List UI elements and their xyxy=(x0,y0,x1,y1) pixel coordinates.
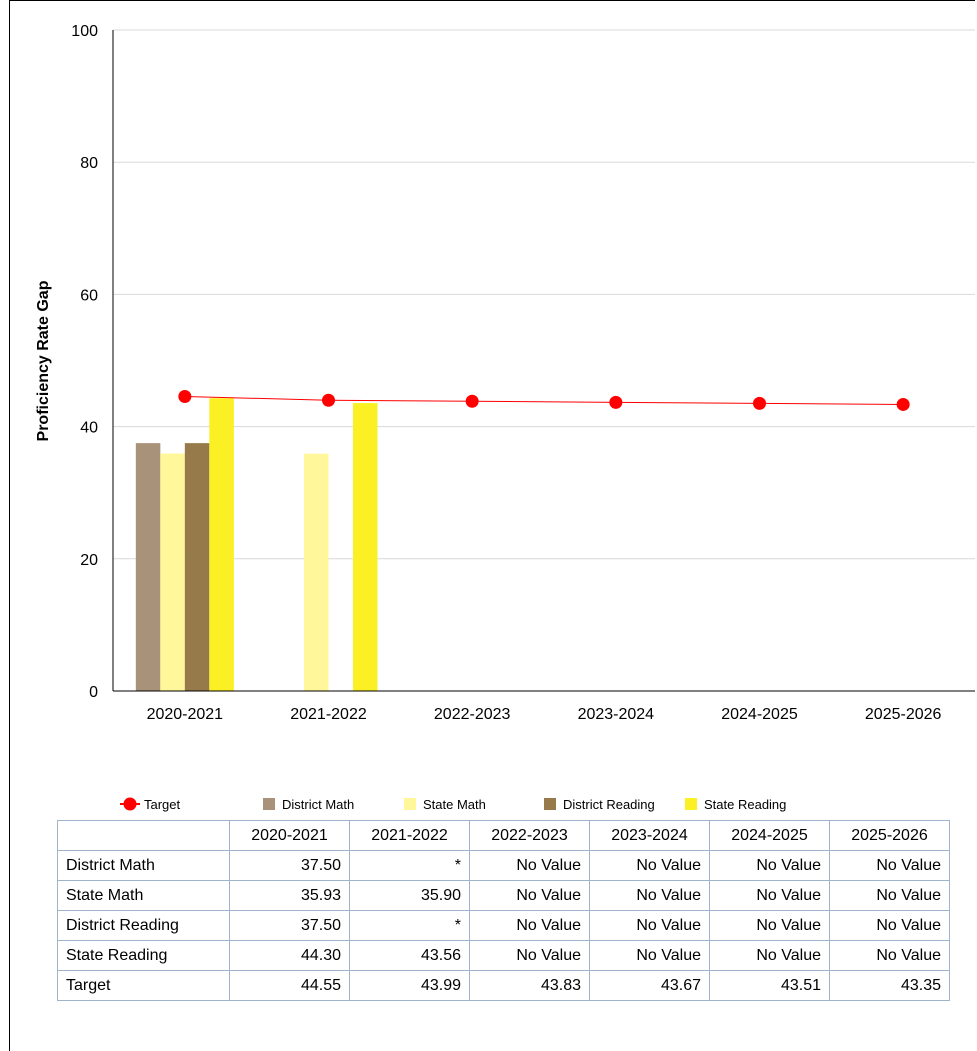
target-line-path xyxy=(184,396,904,405)
table-header-row: 2020-2021 2021-2022 2022-2023 2023-2024 2024… xyxy=(57,820,950,851)
target-point xyxy=(322,393,335,407)
legend-label: State Math xyxy=(423,797,486,812)
table-cell: No Value xyxy=(829,910,950,941)
table-cell: No Value xyxy=(469,910,590,941)
target-point xyxy=(178,390,192,404)
table-cell: 43.56 xyxy=(349,940,470,971)
table-cell: No Value xyxy=(469,880,590,911)
table-cell: 44.55 xyxy=(229,970,350,1001)
bar-state-math xyxy=(160,453,185,691)
table-cell: No Value xyxy=(829,940,950,971)
bar-state-math xyxy=(304,453,329,691)
table-cell: 43.35 xyxy=(829,970,950,1001)
table-column-header: 2025-2026 xyxy=(829,820,950,851)
legend-swatch xyxy=(263,798,275,810)
target-line xyxy=(178,390,910,411)
table-cell: No Value xyxy=(709,910,830,941)
bar-state-reading xyxy=(209,398,234,691)
data-table: 2020-2021 2021-2022 2022-2023 2023-2024 2024… xyxy=(57,820,950,1001)
x-tick-label: 2021-2022 xyxy=(290,706,367,723)
legend-target-marker xyxy=(123,797,137,811)
table-cell: No Value xyxy=(829,850,950,881)
table-cell: No Value xyxy=(469,940,590,971)
table-cell: 44.30 xyxy=(229,940,350,971)
legend-label: Target xyxy=(144,797,181,812)
target-point xyxy=(896,397,910,411)
table-row: Target 44.55 43.99 43.83 43.67 43.51 43.35 xyxy=(57,970,950,1001)
table-column-header: 2022-2023 xyxy=(469,820,590,851)
table-row-label: State Reading xyxy=(57,940,230,971)
x-tick-label: 2020-2021 xyxy=(147,706,224,723)
legend: Target District Math State Math District Re… xyxy=(120,797,786,812)
y-tick-label: 40 xyxy=(80,420,98,437)
table-row: State Reading 44.30 43.56 No Value No Value N… xyxy=(57,940,950,971)
table-cell: * xyxy=(349,850,470,881)
bars xyxy=(135,398,378,691)
table-row-label: State Math xyxy=(57,880,230,911)
table-cell: 35.90 xyxy=(349,880,470,911)
table-cell: No Value xyxy=(709,850,830,881)
proficiency-chart: 0 20 40 60 80 100 2020-2021 2021-2022 2022-2023… xyxy=(35,23,975,812)
table-cell: 37.50 xyxy=(229,850,350,881)
legend-label: District Math xyxy=(282,797,354,812)
bar-state-reading xyxy=(353,403,378,691)
legend-label: District Reading xyxy=(563,797,655,812)
target-point xyxy=(609,395,623,409)
table-cell: * xyxy=(349,910,470,941)
table-row: District Math 37.50 * No Value No Value No Va… xyxy=(57,850,950,881)
table-cell: 43.99 xyxy=(349,970,470,1001)
table-cell: No Value xyxy=(829,880,950,911)
y-axis-ticks: 0 20 40 60 80 100 xyxy=(71,23,98,701)
x-tick-label: 2022-2023 xyxy=(434,706,511,723)
table-cell: 43.67 xyxy=(589,970,710,1001)
table-cell: No Value xyxy=(589,910,710,941)
axes xyxy=(112,30,975,692)
y-tick-label: 80 xyxy=(80,155,98,172)
legend-label: State Reading xyxy=(704,797,786,812)
table-cell: No Value xyxy=(589,940,710,971)
table-column-header: 2023-2024 xyxy=(589,820,710,851)
table-row-label: District Reading xyxy=(57,910,230,941)
table-row: State Math 35.93 35.90 No Value No Value No V… xyxy=(57,880,950,911)
x-tick-label: 2023-2024 xyxy=(578,706,655,723)
legend-swatch xyxy=(685,798,697,810)
table-row-label: Target xyxy=(57,970,230,1001)
x-tick-label: 2025-2026 xyxy=(865,706,942,723)
bar-district-reading xyxy=(184,443,210,691)
table-corner-cell xyxy=(57,820,230,851)
y-axis-label: Proficiency Rate Gap xyxy=(35,280,52,441)
x-axis-ticks: 2020-2021 2021-2022 2022-2023 2023-2024 2024… xyxy=(147,706,942,723)
gridlines xyxy=(113,29,975,560)
table-cell: 37.50 xyxy=(229,910,350,941)
table-cell: No Value xyxy=(589,880,710,911)
table-row-label: District Math xyxy=(57,850,230,881)
y-tick-label: 60 xyxy=(80,287,98,304)
y-tick-label: 20 xyxy=(80,552,98,569)
x-tick-label: 2024-2025 xyxy=(721,706,798,723)
y-tick-label: 100 xyxy=(71,23,98,40)
target-point xyxy=(465,394,479,408)
table-cell: 43.83 xyxy=(469,970,590,1001)
table-cell: No Value xyxy=(589,850,710,881)
table-column-header: 2020-2021 xyxy=(229,820,350,851)
table-column-header: 2021-2022 xyxy=(349,820,470,851)
table-body: District Math 37.50 * No Value No Value No Va… xyxy=(57,850,950,1001)
chart-frame xyxy=(9,0,975,1051)
table-cell: No Value xyxy=(469,850,590,881)
bar-district-math xyxy=(135,443,161,691)
table-column-header: 2024-2025 xyxy=(709,820,830,851)
table-cell: No Value xyxy=(709,880,830,911)
table-row: District Reading 37.50 * No Value No Value No… xyxy=(57,910,950,941)
legend-swatch xyxy=(404,798,416,810)
target-point xyxy=(753,396,766,410)
table-cell: 35.93 xyxy=(229,880,350,911)
table-cell: 43.51 xyxy=(709,970,830,1001)
legend-swatch xyxy=(544,798,556,810)
table-cell: No Value xyxy=(709,940,830,971)
y-tick-label: 0 xyxy=(89,684,98,701)
